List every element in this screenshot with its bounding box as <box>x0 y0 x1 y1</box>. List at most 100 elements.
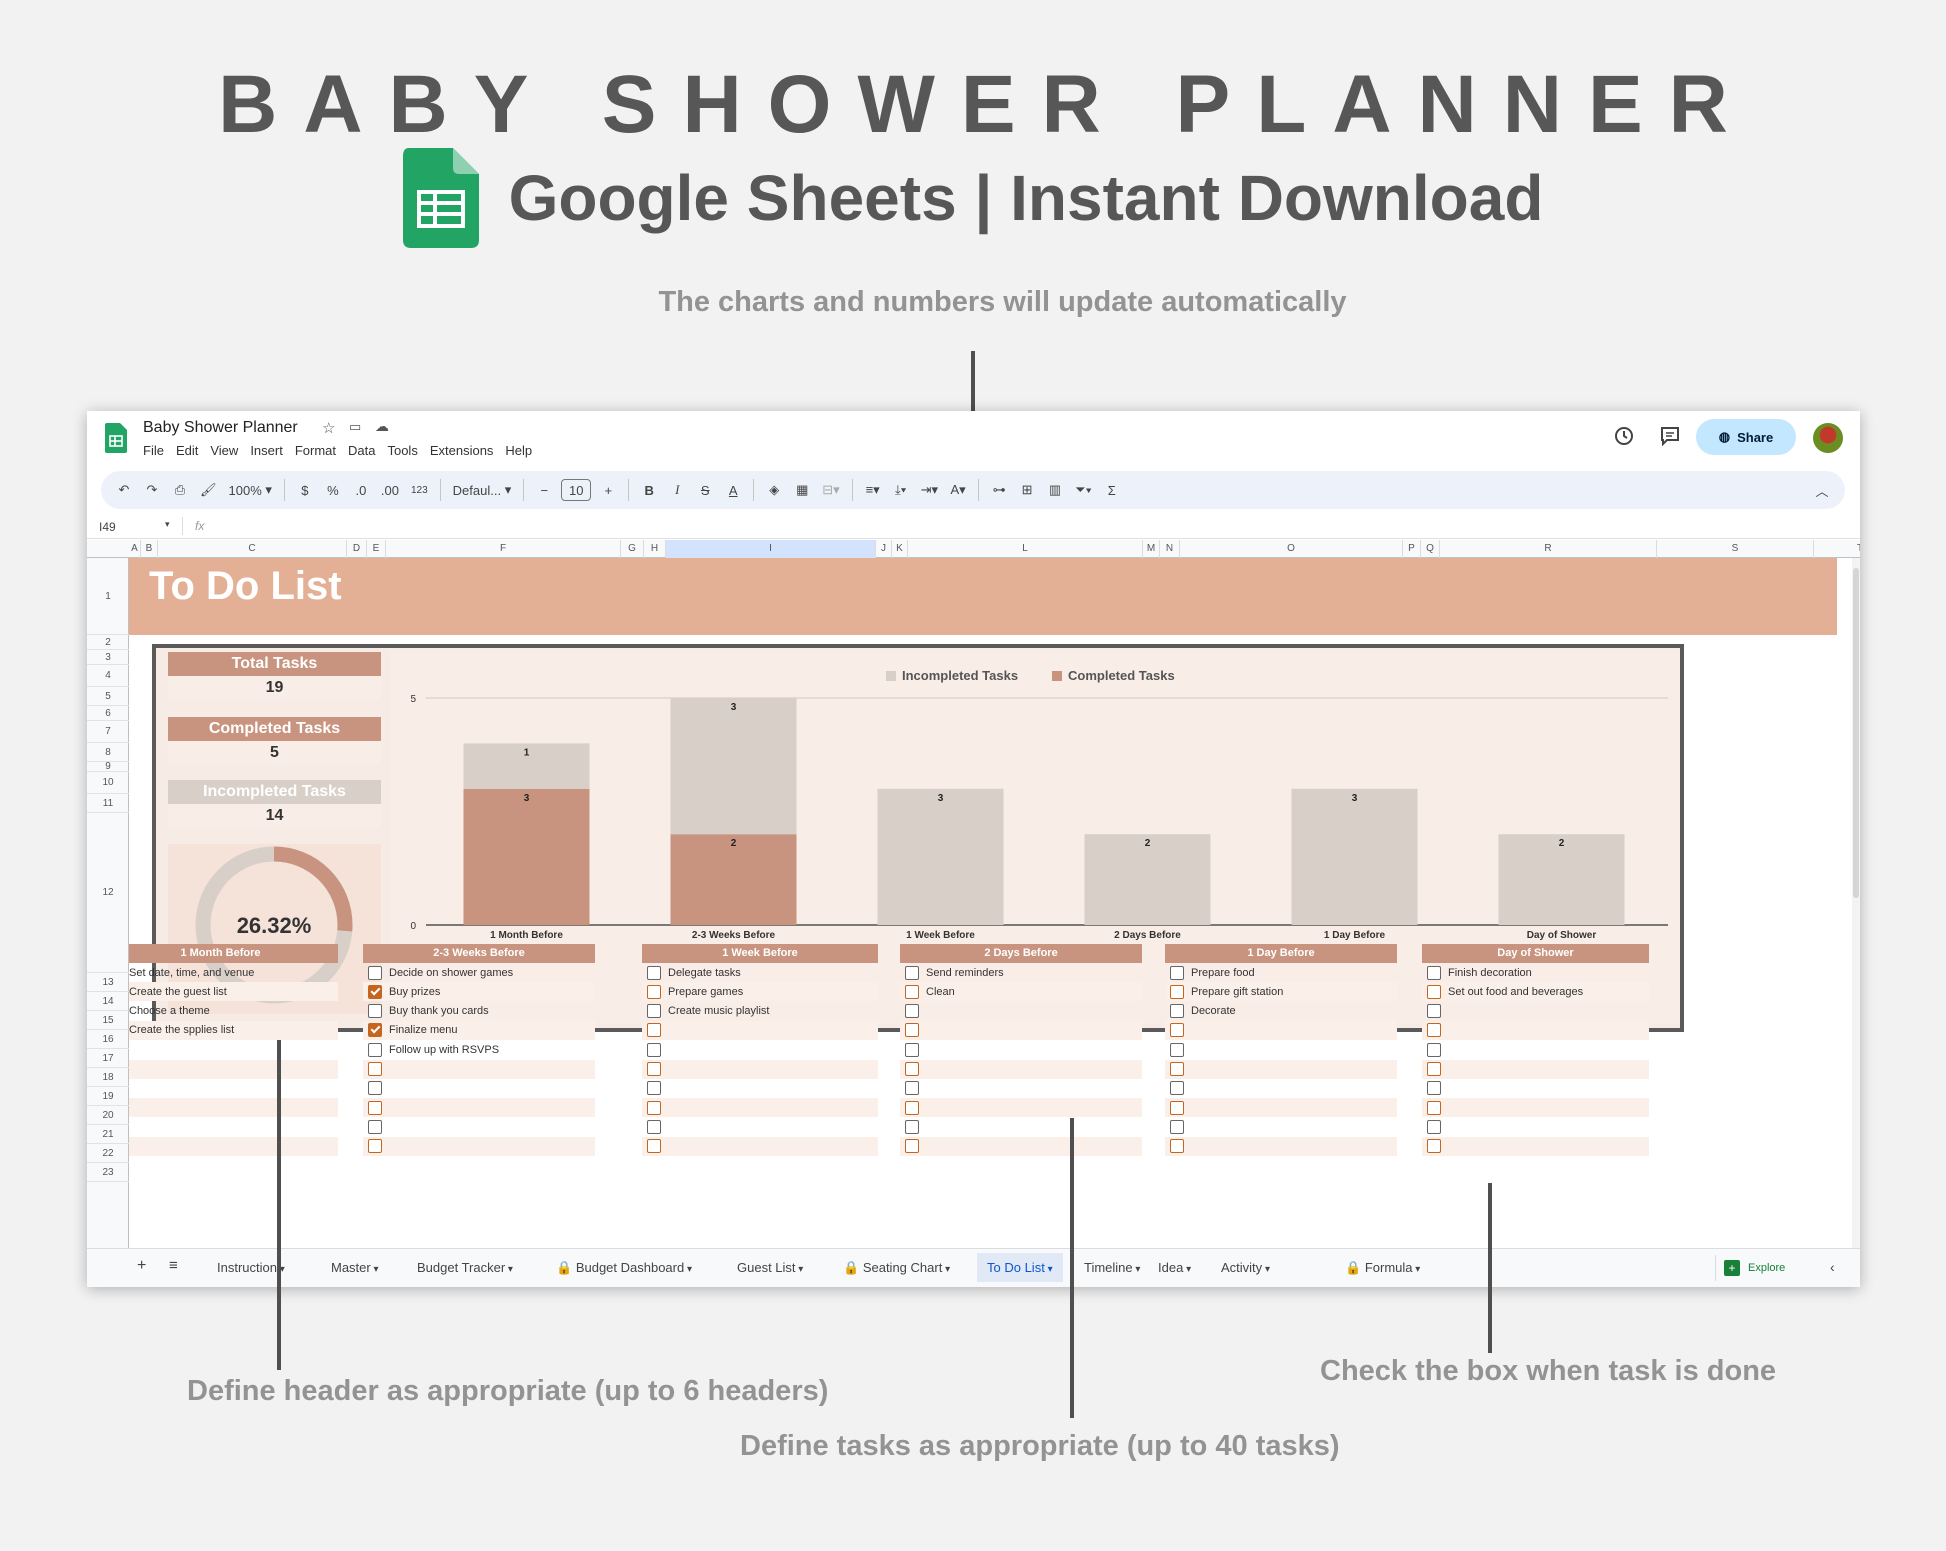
redo-icon[interactable]: ↷ <box>146 482 158 497</box>
menu-insert[interactable]: Insert <box>250 443 283 458</box>
task-checkbox[interactable] <box>1427 1081 1441 1096</box>
row-header-18[interactable]: 18 <box>87 1068 129 1087</box>
column-header-e[interactable]: E <box>367 540 386 558</box>
task-checkbox[interactable] <box>1170 1042 1184 1057</box>
increase-decimal-button[interactable]: .00 <box>380 482 399 498</box>
column-header-f[interactable]: F <box>386 540 621 558</box>
task-checkbox[interactable] <box>647 1042 661 1057</box>
currency-format-button[interactable]: $ <box>301 482 309 498</box>
sheet-tab[interactable]: Guest List ▾ <box>737 1260 803 1275</box>
task-checkbox[interactable] <box>905 1100 919 1115</box>
name-box-dropdown-icon[interactable]: ▾ <box>165 519 170 529</box>
task-checkbox[interactable] <box>647 1100 661 1115</box>
paint-format-icon[interactable]: 🖌 <box>200 482 217 497</box>
tab-menu-icon[interactable]: ▾ <box>1262 1264 1270 1275</box>
row-header-8[interactable]: 8 <box>87 743 129 762</box>
task-text[interactable]: Delegate tasks <box>668 966 741 979</box>
move-folder-icon[interactable]: ▭ <box>349 419 362 434</box>
task-checkbox[interactable] <box>905 1139 919 1154</box>
sheet-tab[interactable]: 🔒 Formula ▾ <box>1345 1260 1420 1276</box>
italic-button[interactable]: I <box>675 482 680 497</box>
fill-color-icon[interactable]: ◈ <box>769 482 780 497</box>
row-header-11[interactable]: 11 <box>87 794 129 813</box>
task-checkbox[interactable] <box>647 984 661 999</box>
row-header-9[interactable]: 9 <box>87 762 129 772</box>
sheet-tab[interactable]: Instruction ▾ <box>217 1260 285 1275</box>
task-checkbox[interactable] <box>1170 1139 1184 1154</box>
task-text[interactable]: Clean <box>926 985 955 998</box>
row-header-17[interactable]: 17 <box>87 1049 129 1068</box>
column-header-s[interactable]: S <box>1657 540 1814 558</box>
column-header-m[interactable]: M <box>1143 540 1160 558</box>
task-text[interactable]: Create the guest list <box>129 985 227 998</box>
task-checkbox[interactable] <box>905 1062 919 1076</box>
task-checkbox[interactable] <box>647 965 661 980</box>
task-checkbox[interactable] <box>368 1062 382 1076</box>
task-checkbox[interactable] <box>1427 1023 1441 1038</box>
sheet-grid[interactable]: To Do List Total Tasks 19 Completed Task… <box>129 558 1860 1248</box>
row-header-5[interactable]: 5 <box>87 687 129 706</box>
row-header-21[interactable]: 21 <box>87 1125 129 1144</box>
row-header-2[interactable]: 2 <box>87 635 129 650</box>
tab-menu-icon[interactable]: ▾ <box>505 1264 513 1275</box>
font-size-input[interactable]: 10 <box>561 479 592 501</box>
task-checkbox[interactable] <box>647 1062 661 1076</box>
star-icon[interactable]: ☆ <box>322 420 336 437</box>
cloud-status-icon[interactable]: ☁ <box>375 418 389 434</box>
task-text[interactable]: Buy thank you cards <box>389 1005 489 1018</box>
task-checkbox[interactable] <box>368 965 382 980</box>
sheet-tab[interactable]: 🔒 Seating Chart ▾ <box>843 1260 950 1276</box>
menu-extensions[interactable]: Extensions <box>429 443 494 458</box>
undo-icon[interactable]: ↶ <box>118 482 130 497</box>
tab-menu-icon[interactable]: ▾ <box>942 1264 951 1275</box>
task-group-header[interactable]: 1 Week Before <box>642 944 878 963</box>
sheet-tab[interactable]: To Do List ▾ <box>977 1253 1063 1282</box>
row-header-1[interactable]: 1 <box>87 558 129 635</box>
task-text[interactable]: Decide on shower games <box>389 966 514 979</box>
task-checkbox[interactable] <box>905 1119 919 1134</box>
column-header-c[interactable]: C <box>158 540 347 558</box>
task-checkbox[interactable] <box>368 1139 382 1154</box>
decrease-font-size-button[interactable]: − <box>540 482 549 498</box>
row-header-12[interactable]: 12 <box>87 813 129 973</box>
collapse-side-panel-icon[interactable]: ‹ <box>1830 1259 1835 1275</box>
menu-edit[interactable]: Edit <box>175 443 199 458</box>
task-text[interactable]: Send reminders <box>926 966 1004 979</box>
column-header-l[interactable]: L <box>908 540 1143 558</box>
row-header-20[interactable]: 20 <box>87 1106 129 1125</box>
task-text[interactable]: Create the spplies list <box>129 1024 235 1037</box>
menu-tools[interactable]: Tools <box>387 443 418 458</box>
text-wrap-icon[interactable]: ⇥▾ <box>920 482 939 497</box>
task-checkbox[interactable] <box>1427 1042 1441 1057</box>
row-header-10[interactable]: 10 <box>87 772 129 794</box>
task-text[interactable]: Buy prizes <box>389 985 441 998</box>
sheet-tab[interactable]: Activity ▾ <box>1221 1260 1270 1275</box>
menu-view[interactable]: View <box>210 443 239 458</box>
horizontal-align-icon[interactable]: ≡▾ <box>865 482 880 497</box>
row-header-13[interactable]: 13 <box>87 973 129 992</box>
task-checkbox[interactable] <box>368 1081 382 1096</box>
task-text[interactable]: Decorate <box>1191 1005 1236 1018</box>
zoom-select[interactable]: 100% ▾ <box>228 482 272 498</box>
task-group-header[interactable]: 2 Days Before <box>900 944 1142 963</box>
vertical-align-icon[interactable]: ⤓▾ <box>895 482 907 497</box>
all-sheets-icon[interactable]: ≡ <box>169 1257 178 1274</box>
task-checkbox[interactable] <box>1170 1100 1184 1115</box>
task-checkbox[interactable] <box>905 1042 919 1057</box>
task-checkbox[interactable] <box>1427 1062 1441 1076</box>
insert-chart-icon[interactable]: ▥ <box>1048 482 1062 497</box>
merge-cells-icon[interactable]: ⊟▾ <box>822 482 840 497</box>
task-checkbox[interactable] <box>905 1023 919 1038</box>
column-header-a[interactable]: A <box>129 540 141 558</box>
text-color-button[interactable]: A <box>728 482 738 498</box>
menu-data[interactable]: Data <box>348 443 376 458</box>
task-checkbox[interactable] <box>1427 1139 1441 1154</box>
task-checkbox[interactable] <box>1427 1119 1441 1134</box>
task-checkbox[interactable] <box>647 1081 661 1096</box>
decrease-decimal-button[interactable]: .0 <box>355 482 367 498</box>
sheet-tab[interactable]: Idea ▾ <box>1158 1260 1191 1275</box>
task-checkbox[interactable] <box>368 1119 382 1134</box>
scrollbar-thumb[interactable] <box>1853 568 1859 898</box>
share-button[interactable]: ◍ Share <box>1696 419 1796 455</box>
version-history-icon[interactable] <box>1613 425 1635 447</box>
